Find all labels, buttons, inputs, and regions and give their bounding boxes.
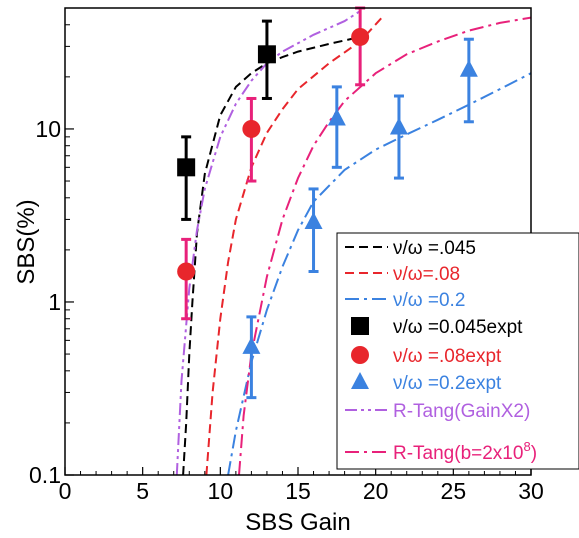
series-line xyxy=(175,10,361,475)
series-line xyxy=(238,16,531,475)
y-tick-label: 1 xyxy=(48,289,61,315)
data-point xyxy=(459,59,478,77)
legend-label: ν/ω =0.2 xyxy=(393,290,465,311)
x-axis-title: SBS Gain xyxy=(245,509,350,536)
data-point xyxy=(351,27,370,46)
data-point xyxy=(389,117,408,135)
legend-label: ν/ω =.08expt xyxy=(393,346,502,367)
data-point xyxy=(304,211,323,229)
x-tick-label: 20 xyxy=(363,478,389,504)
data-point xyxy=(351,346,369,364)
data-point xyxy=(177,158,196,177)
y-tick-label: 10 xyxy=(35,116,61,142)
data-point xyxy=(257,45,276,64)
legend-label: ν/ω=.08 xyxy=(393,264,460,285)
series-line xyxy=(182,36,361,475)
data-point xyxy=(351,317,369,335)
legend-label: ν/ω =0.2expt xyxy=(393,373,502,394)
x-tick-label: 0 xyxy=(59,478,72,504)
y-axis-title: SBS(%) xyxy=(13,199,40,284)
legend-label: ν/ω =0.045expt xyxy=(393,317,523,338)
legend-label: ν/ω =.045 xyxy=(393,238,476,259)
x-tick-label: 25 xyxy=(441,478,467,504)
legend-label-main: R-Tang(b=2x10 xyxy=(393,443,523,464)
x-tick-label: 15 xyxy=(285,478,311,504)
legend-label-end: ) xyxy=(531,443,537,464)
series-line xyxy=(205,15,385,475)
x-tick-label: 5 xyxy=(136,478,149,504)
legend: ν/ω =.045 ν/ω=.08 ν/ω =0.2 ν/ω =0.045expt ν/… xyxy=(336,232,579,470)
legend-label: R-Tang(GainX2) xyxy=(393,401,530,422)
series-line xyxy=(227,72,531,475)
data-point xyxy=(242,336,261,354)
data-point xyxy=(177,262,196,281)
x-tick-label: 30 xyxy=(518,478,544,504)
legend-label: R-Tang(b=2x108) xyxy=(393,439,537,464)
y-tick-label: 0.1 xyxy=(29,462,61,488)
data-point xyxy=(351,372,369,389)
data-point xyxy=(327,108,346,126)
legend-label-superscript: 8 xyxy=(523,439,530,454)
x-tick-label: 10 xyxy=(208,478,234,504)
data-point xyxy=(242,119,261,138)
